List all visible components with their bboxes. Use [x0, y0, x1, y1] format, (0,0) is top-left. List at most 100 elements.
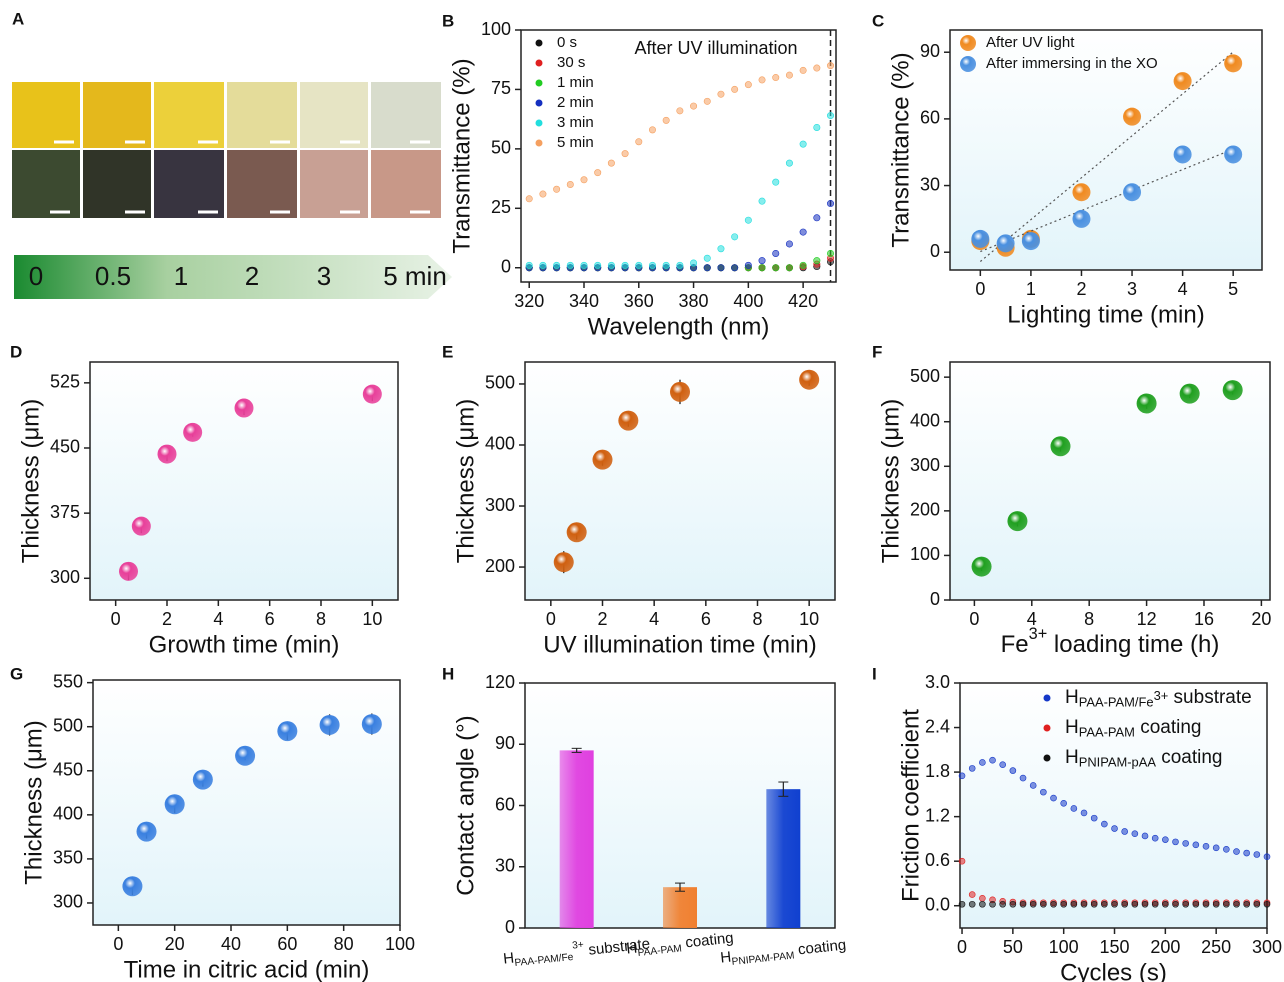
data-point — [1101, 820, 1108, 828]
data-point — [968, 900, 976, 908]
legend-marker — [1043, 724, 1051, 732]
text-part: PAA-PAM/Fe — [514, 952, 574, 969]
chart-panel: H 0 30 60 90 120 — [442, 664, 836, 937]
data-point — [1029, 782, 1037, 789]
data-point — [1173, 72, 1192, 91]
x-tick-label: 250 — [1201, 937, 1231, 957]
y-tick-label: 0.6 — [925, 850, 950, 870]
y-tick-label: 90 — [495, 733, 515, 753]
data-point — [1080, 809, 1088, 817]
data-point — [999, 900, 1006, 908]
data-point — [827, 200, 835, 208]
y-tick-label: 375 — [50, 502, 80, 522]
data-point — [813, 64, 821, 72]
data-point — [1090, 900, 1098, 908]
x-tick-label: 12 — [1137, 609, 1157, 629]
y-tick-label: 450 — [53, 760, 83, 780]
data-point — [772, 249, 780, 257]
data-point — [1263, 900, 1271, 908]
data-point — [1040, 900, 1047, 908]
chart-panel: F 0 100 200 300 400 500 0 4 8 12 16 20 — [872, 342, 1271, 628]
x-tick-label: 1 — [1026, 279, 1036, 299]
y-tick-label: 300 — [53, 892, 83, 912]
text-part: coating — [1135, 717, 1202, 738]
data-point — [799, 261, 807, 269]
data-point — [119, 561, 138, 581]
x-tick-label: 2 — [162, 609, 172, 629]
data-point — [648, 126, 656, 134]
x-axis-label: UV illumination time (min) — [543, 631, 816, 658]
text-part: 3+ — [1154, 688, 1169, 703]
panel-label: C — [872, 11, 884, 30]
data-point — [1070, 900, 1078, 908]
data-point — [1253, 851, 1261, 858]
x-tick-label: 4 — [649, 609, 659, 629]
y-tick-label: 1.8 — [925, 761, 950, 781]
x-tick-label: 0 — [546, 609, 556, 629]
data-point — [968, 891, 976, 898]
data-point — [1172, 900, 1179, 908]
scale-label: 3 — [317, 261, 331, 291]
legend-marker — [535, 79, 543, 87]
data-point — [979, 900, 986, 908]
y-tick-label: 60 — [495, 794, 515, 814]
data-point — [744, 81, 752, 89]
photo — [371, 150, 441, 218]
data-point — [621, 261, 629, 269]
legend-marker — [535, 119, 543, 127]
y-tick-label: 500 — [485, 373, 515, 393]
text-part: H — [1065, 717, 1079, 738]
text-part: coating — [1156, 747, 1223, 768]
y-tick-label: 100 — [910, 544, 940, 564]
y-tick-label: 0 — [501, 256, 511, 276]
plot-frame — [949, 29, 1263, 271]
data-point — [1050, 794, 1057, 802]
data-point — [785, 240, 793, 248]
text-part: PNIPAM-PAM — [731, 950, 795, 968]
data-point — [566, 261, 574, 269]
data-point — [1101, 900, 1108, 908]
data-point — [772, 74, 780, 82]
photo — [300, 82, 368, 148]
bar — [663, 887, 697, 928]
data-point — [1111, 825, 1118, 832]
data-point — [799, 228, 807, 236]
x-tick-label: 0 — [111, 609, 121, 629]
data-point — [621, 150, 629, 158]
data-point — [235, 745, 256, 766]
data-point — [635, 138, 643, 146]
data-point — [813, 123, 821, 131]
y-axis-label: Transmittance (%) — [448, 58, 475, 253]
data-point — [1233, 848, 1240, 855]
data-point — [183, 422, 203, 442]
x-tick-label: 80 — [334, 934, 354, 954]
x-tick-label: 2 — [597, 609, 607, 629]
x-tick-label: 380 — [679, 291, 709, 311]
text-part: PAA-PAM — [1079, 725, 1135, 740]
data-point — [566, 522, 587, 543]
legend-label: HPAA-PAM coating — [1065, 717, 1201, 740]
text-part: H — [625, 940, 638, 958]
x-tick-label: 40 — [221, 934, 241, 954]
data-point — [971, 556, 992, 577]
x-axis-label: Lighting time (min) — [1007, 301, 1204, 328]
y-tick-label: 550 — [53, 671, 83, 691]
text-part: 3+ — [1029, 626, 1048, 644]
data-point — [758, 264, 766, 272]
x-tick-label: 420 — [788, 291, 818, 311]
data-point — [566, 181, 574, 189]
data-point — [785, 159, 793, 167]
y-tick-label: 75 — [491, 78, 511, 98]
data-point — [1243, 900, 1250, 908]
data-point — [772, 264, 780, 272]
legend-label: HPNIPAM-pAA coating — [1065, 747, 1223, 770]
y-tick-label: 60 — [920, 108, 940, 128]
data-point — [1136, 393, 1157, 414]
legend-label: 0 s — [557, 34, 577, 51]
data-point — [690, 259, 698, 267]
data-point — [1131, 830, 1139, 838]
data-point — [979, 759, 986, 766]
data-point — [157, 444, 177, 464]
x-tick-label: 0 — [957, 937, 967, 957]
text-part: PAA-PAM — [637, 943, 682, 959]
